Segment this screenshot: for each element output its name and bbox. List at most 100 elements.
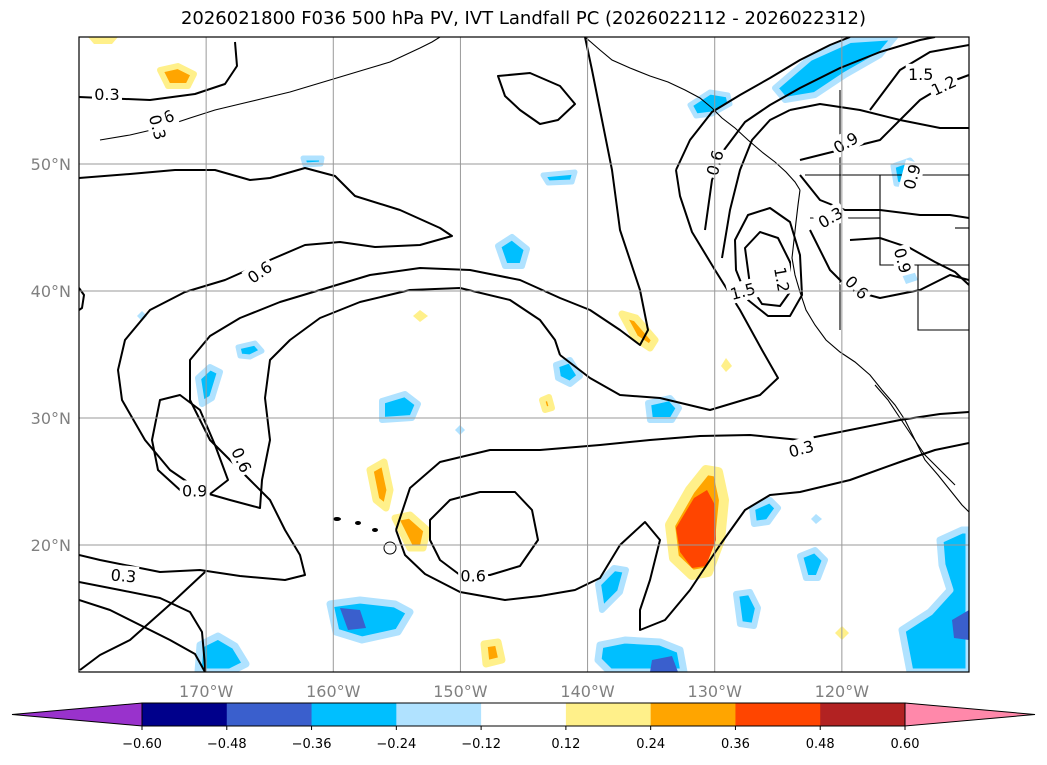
contour-label-bg-7 <box>458 565 489 586</box>
colorbar-tick-label-2: −0.36 <box>292 737 332 752</box>
contour-trough-1 <box>675 37 851 171</box>
contour-0.3-east <box>799 174 969 219</box>
contour-label-bg-17 <box>925 69 962 101</box>
contour-label-bg-16 <box>827 126 864 159</box>
colorbar-tick-label-3: −0.24 <box>376 737 416 752</box>
contour-label-6: 0.3 <box>107 564 140 587</box>
colorbar-tick-label-6: 0.24 <box>636 737 665 752</box>
shaded-region-cyan-o <box>194 632 250 672</box>
colorbar-tick-labels: −0.60 −0.48 −0.36 −0.24 −0.12 0.12 0.24 0.36 0.4… <box>122 726 919 752</box>
contour-0.3-south <box>79 581 206 672</box>
hawaii-island-4 <box>383 541 397 555</box>
lat-tick-labels: 20°N 30°N 40°N 50°N <box>31 155 71 555</box>
hawaii-island-3 <box>372 528 378 532</box>
islands <box>333 517 397 555</box>
contour-trough-3 <box>721 109 791 259</box>
contour-label-bg-18 <box>905 63 936 84</box>
colorbar-tick-label-0: −0.60 <box>122 737 162 752</box>
shaded-region-red-core <box>676 490 716 568</box>
shaded-region-orange-small <box>539 394 555 413</box>
lat-tick-label-2: 40°N <box>31 282 71 301</box>
shaded-region-cyan-g <box>195 364 223 407</box>
contour-label-18: 1.5 <box>905 63 936 84</box>
contour-label-bg-4 <box>226 442 258 478</box>
contour-0.6-east <box>809 229 969 299</box>
colorbar-segment-6 <box>650 703 736 726</box>
shaded-region-cyan-se <box>898 526 969 672</box>
shaded-region-orange-b <box>366 458 394 512</box>
colorbar-tick-label-8: 0.48 <box>806 737 835 752</box>
contour-label-5: 0.9 <box>179 480 210 501</box>
contour-label-bg-2 <box>144 110 172 145</box>
shaded-region-cyan-a <box>495 234 530 269</box>
shaded-region-blue-m <box>650 656 678 672</box>
contour-0.9-east <box>789 103 969 129</box>
lon-tick-label-3: 140°W <box>560 682 615 701</box>
lon-tick-label-0: 170°W <box>179 682 234 701</box>
us-west-coast <box>791 189 969 513</box>
shaded-region-cyan-l <box>595 565 629 613</box>
colorbar-over-triangle <box>904 702 1036 727</box>
contour-0.3-lower-wave <box>79 571 206 671</box>
colorbar <box>11 702 1036 727</box>
state-border-3 <box>917 265 969 331</box>
shaded-region-orange-c <box>391 511 431 552</box>
contour-label-bg-0 <box>91 84 122 105</box>
colorbar-segment-8 <box>820 703 906 726</box>
colorbar-tick-label-9: 0.60 <box>891 737 920 752</box>
contour-label-7: 0.6 <box>458 565 489 586</box>
chart-title: 2026021800 F036 500 hPa PV, IVT Landfall… <box>180 8 867 29</box>
colorbar-under-triangle <box>11 702 143 727</box>
contour-label-text-7: 0.6 <box>460 566 485 585</box>
lon-tick-labels: 170°W 160°W 150°W 140°W 130°W 120°W <box>179 682 869 701</box>
contour-label-bg-5 <box>179 480 210 501</box>
contour-label-bg-15 <box>898 159 926 194</box>
contour-label-0: 0.3 <box>91 84 122 105</box>
contour-0.6-north-loop <box>497 72 576 125</box>
shaded-region-cyan-b <box>540 169 578 186</box>
contour-0.3-north <box>79 41 238 101</box>
contour-0.3-southwave <box>395 442 969 631</box>
hawaii-island-1 <box>333 517 341 521</box>
contour-1.5-northeast <box>869 44 969 111</box>
shaded-region-blue-se <box>952 610 969 640</box>
contour-label-text-0: 0.3 <box>94 85 119 104</box>
shaded-field <box>88 37 969 672</box>
contour-label-11: 1.2 <box>769 263 795 297</box>
shaded-region-cyan-n <box>326 596 414 644</box>
shaded-region-dot-b <box>137 311 147 321</box>
shaded-region-orange-d <box>480 638 506 668</box>
hawaii-island-2 <box>355 521 361 525</box>
colorbar-segment-7 <box>735 703 821 726</box>
contour-0.3-mid <box>395 411 969 531</box>
alaska-coast <box>584 37 801 191</box>
shaded-region-orange-a <box>618 310 659 352</box>
lon-tick-label-1: 160°W <box>306 682 361 701</box>
colorbar-outline <box>141 702 906 727</box>
contour-label-text-5: 0.9 <box>182 481 207 500</box>
contour-label-bg-14 <box>889 243 917 278</box>
contour-label-text-6: 0.3 <box>110 565 137 586</box>
shaded-region-cyan-j <box>797 547 828 581</box>
lat-tick-label-3: 50°N <box>31 155 71 174</box>
contour-label-bg-3 <box>241 255 278 289</box>
colorbar-segment-5 <box>565 703 652 726</box>
colorbar-segment-0 <box>142 703 228 726</box>
shaded-region-blue-n <box>340 608 366 630</box>
contour-label-text-11: 1.2 <box>770 265 793 293</box>
shaded-region-dot-d <box>721 358 732 372</box>
colorbar-segment-1 <box>226 703 313 726</box>
colorbar-tick-label-4: −0.12 <box>461 737 501 752</box>
contour-0.9-far-east <box>849 237 969 286</box>
colorbar-segment-4 <box>481 703 567 726</box>
shaded-region-orange-nw <box>157 63 197 89</box>
contour-0.6-lower <box>79 599 206 672</box>
contour-label-text-18: 1.5 <box>908 65 933 84</box>
map-background <box>79 37 969 672</box>
colorbar-tick-label-1: −0.48 <box>207 737 247 752</box>
shaded-region-cyan-h <box>235 340 265 360</box>
aleutian-coast <box>99 37 441 141</box>
contour-0.3-main <box>79 37 649 581</box>
shaded-region-bc-cyan <box>687 89 733 119</box>
